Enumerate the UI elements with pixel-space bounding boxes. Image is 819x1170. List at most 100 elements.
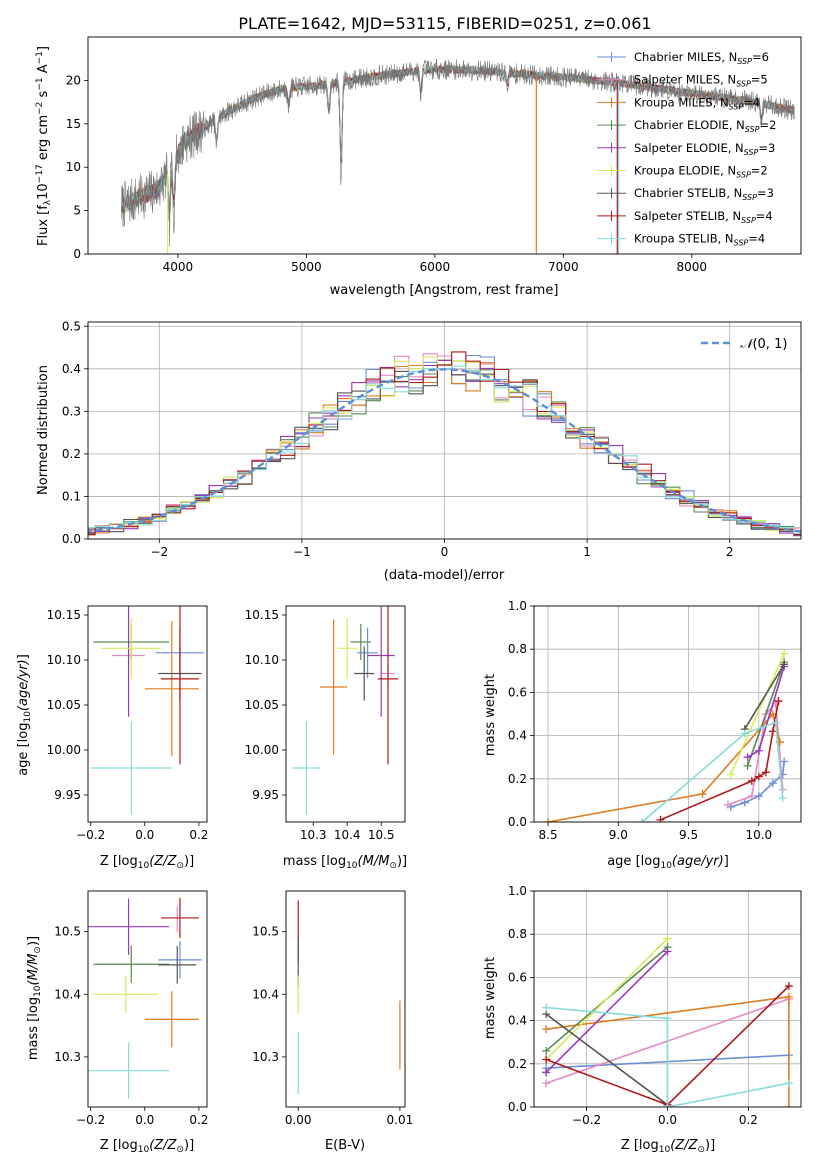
y-tick-label: 0.0: [508, 815, 527, 829]
weight-marker-kroupa-miles: [542, 1025, 551, 1034]
legend-label-chabrier-elodie: Chabrier ELODIE, NSSP=2: [634, 118, 776, 134]
weight-marker-kroupa-stelib: [778, 794, 787, 803]
weight-marker-kroupa-miles: [698, 789, 707, 798]
y-tick-label: 10.10: [47, 653, 81, 667]
x-tick-label: −1: [293, 545, 311, 559]
y-tick-label: 15: [66, 117, 81, 131]
legend-label-normal: 𝒩(0, 1): [740, 337, 787, 352]
y-tick-label: 10.05: [245, 698, 279, 712]
axes-frame: [285, 890, 406, 1108]
y-tick-label: 0: [73, 247, 81, 261]
weight-marker-salpeter-elodie: [743, 753, 752, 762]
plot-area: [292, 606, 399, 815]
normal-distribution-curve: [88, 368, 801, 533]
residuals-xlabel: (data-model)/error: [384, 568, 505, 583]
weight-line-chabrier-stelib: [744, 663, 785, 730]
weight-marker-kroupa-stelib: [638, 818, 647, 822]
weight-marker-kroupa-stelib: [784, 1079, 793, 1088]
y-tick-label: 20: [66, 73, 81, 87]
mass-vs-z-xlabel: Z [log10(Z/Z⊙)]: [100, 1138, 194, 1155]
axes-frame: [87, 890, 208, 1108]
weight-marker-kroupa-stelib: [663, 1103, 672, 1107]
x-tick-label: 10.4: [334, 828, 361, 842]
plot-area: [542, 934, 793, 1107]
y-tick-label: 1.0: [508, 599, 527, 613]
plot-area: [88, 897, 202, 1099]
y-tick-label: 10.3: [54, 1050, 81, 1064]
x-tick-label: 0.2: [739, 1113, 758, 1127]
plot-area: [544, 649, 789, 822]
legend-label-salpeter-stelib: Salpeter STELIB, NSSP=4: [634, 209, 773, 225]
x-tick-label: 0.0: [658, 1113, 677, 1127]
age-vs-metallicity-panel: −0.2 0.0 0.2 9.95 10.00 10.05 10.10 10.15: [47, 605, 208, 842]
weight-marker-chabrier-miles: [768, 779, 777, 788]
weight-marker-salpeter-stelib: [761, 768, 770, 777]
legend-label-kroupa-elodie: Kroupa ELODIE, NSSP=2: [634, 164, 768, 180]
x-tick-label: 0.2: [189, 1113, 208, 1127]
y-tick-label: 0.6: [508, 685, 527, 699]
y-tick-label: 10.15: [245, 608, 279, 622]
axes-frame: [87, 605, 208, 823]
x-tick-label: 9.0: [609, 828, 628, 842]
y-tick-label: 0.8: [508, 927, 527, 941]
plot-area: [121, 58, 795, 254]
x-tick-label: 0.00: [285, 1113, 312, 1127]
weight-marker-kroupa-stelib: [771, 718, 780, 727]
y-tick-label: 0.4: [508, 1014, 527, 1028]
y-tick-label: 10.5: [252, 925, 279, 939]
y-tick-label: 0.2: [62, 447, 81, 461]
weight-marker-kroupa-stelib: [740, 729, 749, 738]
weight-marker-salpeter-elodie: [663, 947, 672, 956]
x-tick-label: 10.0: [745, 828, 772, 842]
x-tick-label: −0.2: [76, 1113, 105, 1127]
weight-marker-kroupa-miles: [784, 992, 793, 1001]
weight-marker-salpeter-stelib: [754, 772, 763, 781]
residual-histogram-kroupa-stelib: [88, 365, 801, 534]
x-tick-label: 0: [441, 545, 449, 559]
weight-vs-age-panel: 8.5 9.0 9.5 10.0 0.0 0.2 0.4 0.6 0.8 1.0: [508, 599, 802, 842]
weight-marker-salpeter-stelib: [656, 815, 665, 822]
x-tick-label: 2: [726, 545, 734, 559]
spectrum-ylabel: Flux [fλ10−17 erg cm−2 s−1 A−1]: [35, 46, 53, 246]
x-tick-label: 7000: [548, 260, 579, 274]
plot-area: [90, 606, 205, 815]
x-tick-label: 10.3: [300, 828, 327, 842]
x-tick-label: 9.5: [679, 828, 698, 842]
y-tick-label: 0.2: [508, 1057, 527, 1071]
weight-marker-kroupa-miles: [784, 1103, 793, 1107]
weight-marker-chabrier-stelib: [780, 660, 789, 669]
y-tick-label: 10.10: [245, 653, 279, 667]
legend-label-salpeter-miles: Salpeter MILES, NSSP=5: [634, 73, 768, 89]
weight-marker-salpeter-stelib: [768, 727, 777, 736]
weight-marker-kroupa-elodie: [726, 770, 735, 779]
y-tick-label: 10.15: [47, 608, 81, 622]
weight-marker-salpeter-stelib: [774, 697, 783, 706]
plot-area: [297, 900, 401, 1095]
axes-frame: [533, 605, 802, 823]
legend-label-kroupa-miles: Kroupa MILES, NSSP=4: [634, 95, 760, 111]
spectrum-panel: 4000 5000 6000 7000 8000 0 5 10 15 20 Chabrier MIL…: [66, 36, 802, 274]
weight-marker-salpeter-elodie: [754, 746, 763, 755]
y-tick-label: 10.5: [54, 925, 81, 939]
y-tick-label: 0.4: [62, 362, 81, 376]
y-tick-label: 0.0: [62, 532, 81, 546]
weight-line-chabrier-stelib: [545, 1013, 668, 1106]
mass-vs-ebv-xlabel: E(B-V): [325, 1138, 365, 1153]
x-tick-label: 0.0: [135, 828, 154, 842]
x-tick-label: 0.2: [189, 828, 208, 842]
weight-marker-salpeter-miles: [747, 792, 756, 801]
weight-line-kroupa-stelib: [641, 721, 784, 822]
y-tick-label: 0.3: [62, 404, 81, 418]
weight-vs-age-ylabel: mass weight: [483, 674, 498, 756]
weight-marker-salpeter-stelib: [542, 1055, 551, 1064]
y-tick-label: 10.4: [54, 987, 81, 1001]
x-tick-label: −0.2: [76, 828, 105, 842]
x-tick-label: 4000: [163, 260, 194, 274]
weight-line-salpeter-elodie: [545, 950, 669, 1073]
axes-frame: [87, 36, 802, 255]
weight-vs-age-xlabel: age [log10(age/yr)]: [607, 854, 729, 871]
weight-vs-metallicity-panel: −0.2 0.0 0.2 0.0 0.2 0.4 0.6 0.8 1.0: [508, 884, 802, 1127]
residuals-ylabel: Normed distribution: [36, 365, 51, 495]
weight-marker-kroupa-stelib: [663, 1014, 672, 1023]
